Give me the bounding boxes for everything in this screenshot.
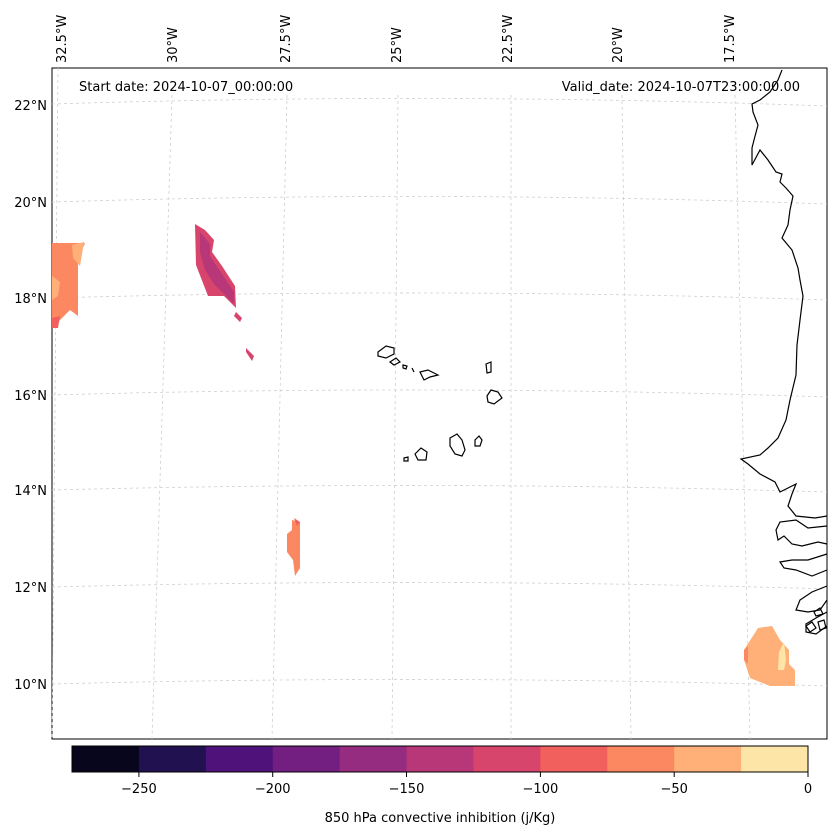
colorbar-ticks <box>138 772 809 777</box>
island-maio <box>474 435 483 447</box>
colorbar-segment <box>540 746 608 772</box>
colorbar-segment <box>138 746 207 772</box>
lat-label: 10°N <box>14 678 47 693</box>
lat-labels: 22°N 20°N 18°N 16°N 14°N 12°N 10°N <box>14 99 47 693</box>
colorbar-segment <box>473 746 541 772</box>
island-fogo <box>414 447 428 461</box>
colorbar-segment <box>339 746 408 772</box>
island-bijagos <box>805 607 827 633</box>
island-sal <box>485 361 492 374</box>
africa-coast <box>739 69 828 635</box>
colorbar-tick-label: −50 <box>660 782 687 797</box>
contour-west-light <box>52 242 84 300</box>
lat-label: 20°N <box>14 196 47 211</box>
coastlines <box>377 69 828 635</box>
contour-center-edge <box>294 518 300 526</box>
contour-se-core <box>778 642 786 670</box>
contour-se <box>744 626 795 686</box>
contour-streak-inner <box>200 232 234 304</box>
island-sao-nicolau <box>411 367 440 381</box>
island-brava <box>403 456 409 462</box>
lon-label: 17.5°W <box>723 15 738 63</box>
contour-se-edge <box>744 646 748 664</box>
lat-label: 14°N <box>14 484 47 499</box>
colorbar-label: 850 hPa convective inhibition (j/Kg) <box>325 811 556 826</box>
colorbar-segment <box>72 746 140 772</box>
graticule <box>51 67 828 740</box>
contour-center <box>287 520 300 576</box>
colorbar <box>72 746 809 772</box>
colorbar-outline <box>71 745 809 773</box>
lat-label: 18°N <box>14 292 47 307</box>
colorbar-tick-label: −200 <box>255 782 291 797</box>
colorbar-segment <box>741 746 809 772</box>
cin-contours <box>52 224 795 686</box>
contour-streak-tail2 <box>246 348 254 361</box>
island-santo-antao <box>377 345 395 359</box>
colorbar-segment <box>272 746 341 772</box>
colorbar-tick-label: −150 <box>389 782 425 797</box>
lon-label: 20°W <box>611 27 626 63</box>
map-frame <box>51 67 828 740</box>
lon-label: 25°W <box>390 27 405 63</box>
lon-label: 32.5°W <box>55 15 70 63</box>
contour-west-deep <box>52 316 60 328</box>
island-sao-vicente <box>388 357 402 366</box>
island-santa-luzia <box>402 364 408 370</box>
lon-labels: 32.5°W 30°W 27.5°W 25°W 22.5°W 20°W 17.5… <box>55 15 738 63</box>
colorbar-segment <box>205 746 274 772</box>
island-boa-vista <box>486 389 503 405</box>
lon-label: 30°W <box>166 27 181 63</box>
island-santiago <box>449 433 466 457</box>
lat-label: 16°N <box>14 389 47 404</box>
start-date-label: Start date: 2024-10-07_00:00:00 <box>79 80 293 95</box>
colorbar-segment <box>406 746 474 772</box>
colorbar-tick-label: −100 <box>523 782 559 797</box>
valid-date-label: Valid_date: 2024-10-07T23:00:00.00 <box>562 80 800 95</box>
lon-label: 27.5°W <box>279 15 294 63</box>
colorbar-tick-label: 0 <box>804 782 812 797</box>
colorbar-segment <box>607 746 675 772</box>
colorbar-tick-label: −250 <box>121 782 157 797</box>
colorbar-tick-labels: −250 −200 −150 −100 −50 0 <box>121 782 812 797</box>
contour-west-orange <box>52 243 85 328</box>
lon-label: 22.5°W <box>501 15 516 63</box>
lat-label: 22°N <box>14 99 47 114</box>
contour-streak-tail1 <box>234 312 242 322</box>
lat-label: 12°N <box>14 581 47 596</box>
colorbar-segment <box>674 746 742 772</box>
